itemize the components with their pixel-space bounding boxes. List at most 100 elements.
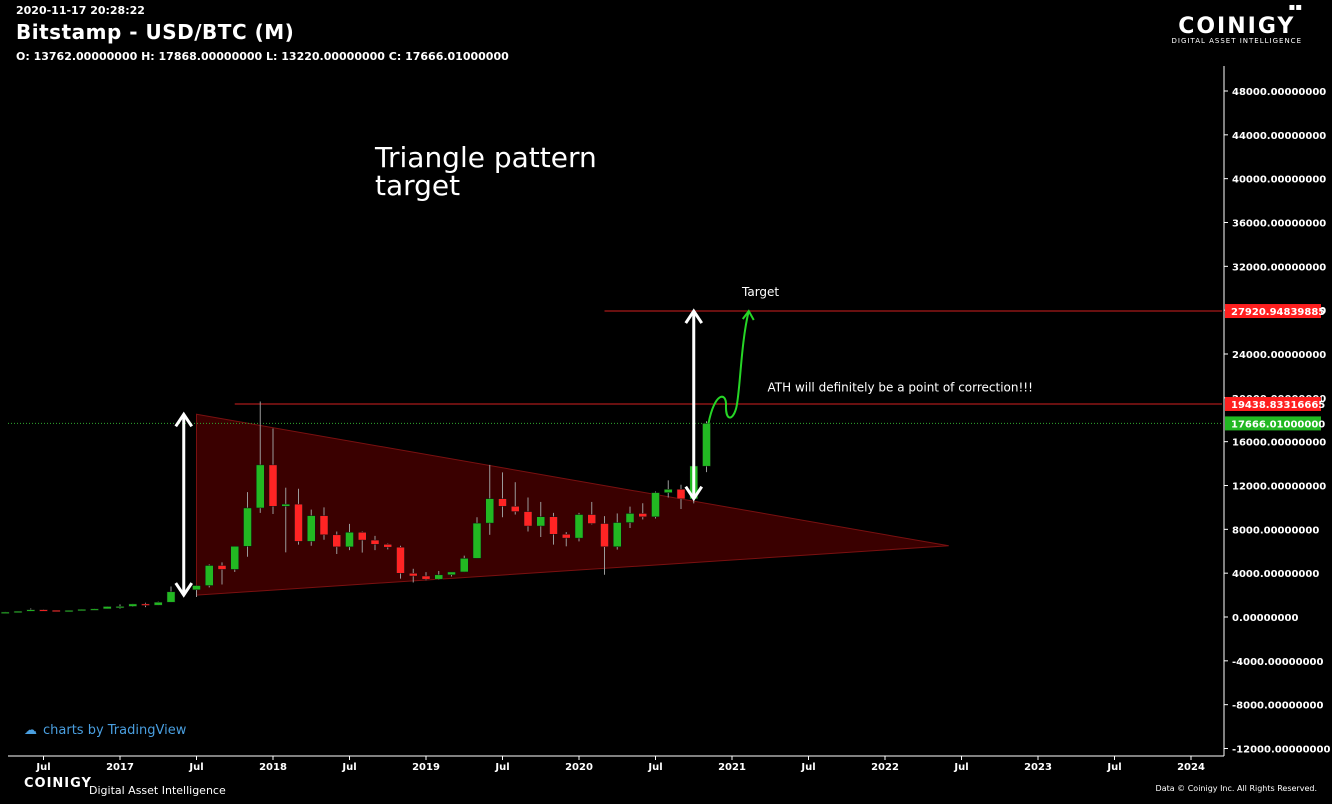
- candle-up[interactable]: [90, 608, 99, 611]
- x-tick-label: 2018: [259, 762, 287, 773]
- x-tick-label: 2023: [1024, 762, 1052, 773]
- candle-up[interactable]: [460, 558, 469, 573]
- candle-up[interactable]: [26, 609, 35, 612]
- candle-down[interactable]: [562, 534, 571, 539]
- candle-up[interactable]: [651, 492, 660, 518]
- candle-up[interactable]: [574, 514, 584, 539]
- tradingview-cloud-icon: ☁: [24, 723, 37, 738]
- candle-up[interactable]: [625, 513, 635, 523]
- coinigy-logo: ▪▪ COINIGY DIGITAL ASSET INTELLIGENCE: [1171, 3, 1302, 46]
- candle-up[interactable]: [536, 516, 545, 527]
- candle-up[interactable]: [205, 565, 214, 586]
- ohlc-readout: O: 13762.00000000 H: 17868.00000000 L: 1…: [16, 50, 509, 63]
- target-label: Target: [741, 285, 779, 299]
- y-tick-label: 40000.00000000: [1232, 175, 1326, 186]
- candle-down[interactable]: [39, 609, 48, 612]
- candle-down[interactable]: [319, 515, 329, 536]
- candle-up[interactable]: [166, 591, 176, 603]
- price-label-box: [1225, 416, 1321, 431]
- height-arrow-head-up: [174, 411, 193, 428]
- pattern-annotation: Triangle pattern target: [375, 141, 597, 202]
- candle-up[interactable]: [434, 574, 443, 580]
- y-tick-label: -8000.00000000: [1232, 701, 1323, 712]
- x-tick-label: Jul: [953, 762, 968, 773]
- candle-down[interactable]: [217, 565, 227, 570]
- candle-down[interactable]: [638, 513, 647, 518]
- x-tick-label: 2020: [565, 762, 593, 773]
- y-tick-label: 36000.00000000: [1232, 219, 1326, 230]
- candle-up[interactable]: [702, 423, 711, 467]
- candle-down[interactable]: [600, 523, 609, 548]
- candle-down[interactable]: [587, 514, 596, 524]
- candle-up[interactable]: [103, 606, 112, 610]
- y-tick-label: 8000.00000000: [1232, 525, 1319, 536]
- candle-up[interactable]: [77, 609, 86, 612]
- candle-down[interactable]: [409, 573, 418, 577]
- x-tick-label: Jul: [647, 762, 662, 773]
- price-label-box: [1225, 396, 1321, 411]
- x-tick-label: Jul: [1106, 762, 1121, 773]
- candle-down[interactable]: [370, 539, 380, 545]
- candle-up[interactable]: [128, 603, 137, 607]
- candle-up[interactable]: [64, 610, 74, 613]
- candle-up[interactable]: [472, 522, 482, 559]
- candle-down[interactable]: [421, 575, 431, 580]
- price-label: 27920.94839885: [1231, 307, 1325, 318]
- candle-up[interactable]: [13, 610, 23, 613]
- x-tick-label: 2022: [871, 762, 899, 773]
- candle-up[interactable]: [613, 522, 622, 548]
- candle-down[interactable]: [498, 498, 507, 507]
- candle-down[interactable]: [676, 489, 686, 500]
- timestamp: 2020-11-17 20:28:22: [16, 4, 145, 17]
- candle-up[interactable]: [447, 571, 456, 576]
- x-tick-label: Jul: [35, 762, 50, 773]
- candle-up[interactable]: [281, 503, 290, 507]
- tradingview-credit-text: charts by TradingView: [43, 723, 187, 738]
- candle-up[interactable]: [307, 515, 316, 542]
- x-tick-label: Jul: [494, 762, 509, 773]
- candle-down[interactable]: [549, 516, 558, 535]
- candle-up[interactable]: [664, 489, 673, 493]
- candle-up[interactable]: [154, 601, 163, 606]
- candle-up[interactable]: [485, 498, 494, 524]
- candle-up[interactable]: [243, 507, 252, 547]
- x-tick-label: 2019: [412, 762, 440, 773]
- height-arrow-head-down: [174, 582, 193, 598]
- price-label: 19438.83316665: [1231, 400, 1325, 411]
- x-tick-label: Jul: [188, 762, 203, 773]
- candle-down[interactable]: [523, 511, 533, 527]
- x-tick-label: Jul: [800, 762, 815, 773]
- candle-down[interactable]: [332, 534, 341, 548]
- candle-down[interactable]: [511, 506, 520, 512]
- brand-name: COINIGY: [1178, 14, 1296, 39]
- candle-down[interactable]: [383, 544, 392, 548]
- candle-up[interactable]: [345, 532, 354, 548]
- brand-tagline: DIGITAL ASSET INTELLIGENCE: [1171, 37, 1302, 45]
- candle-up[interactable]: [256, 464, 265, 509]
- y-tick-label: 48000.00000000: [1232, 87, 1326, 98]
- y-tick-label: 0.00000000: [1232, 613, 1298, 624]
- x-tick-label: 2017: [106, 762, 134, 773]
- candle-down[interactable]: [396, 546, 405, 574]
- y-tick-label: 4000.00000000: [1232, 569, 1319, 580]
- candle-up[interactable]: [115, 606, 125, 609]
- tradingview-credit-link[interactable]: ☁ charts by TradingView: [24, 723, 186, 738]
- y-tick-label: 16000.00000000: [1232, 438, 1326, 449]
- price-label: 17666.01000000: [1231, 419, 1325, 430]
- candle-up[interactable]: [192, 585, 201, 591]
- y-tick-label: 12000.00000000: [1232, 482, 1326, 493]
- projection-curve: [707, 310, 750, 424]
- candle-down[interactable]: [268, 464, 278, 507]
- candle-up[interactable]: [1, 611, 10, 614]
- candle-down[interactable]: [52, 609, 61, 612]
- projection-arrow-head-up: [684, 308, 703, 324]
- candle-down[interactable]: [358, 532, 367, 541]
- candle-down[interactable]: [294, 503, 303, 542]
- candle-down[interactable]: [141, 603, 150, 606]
- candle-up[interactable]: [230, 546, 239, 570]
- chart-title: Bitstamp - USD/BTC (M): [16, 20, 295, 44]
- y-tick-label: 44000.00000000: [1232, 131, 1326, 142]
- projection-arrow-head-down: [684, 485, 703, 502]
